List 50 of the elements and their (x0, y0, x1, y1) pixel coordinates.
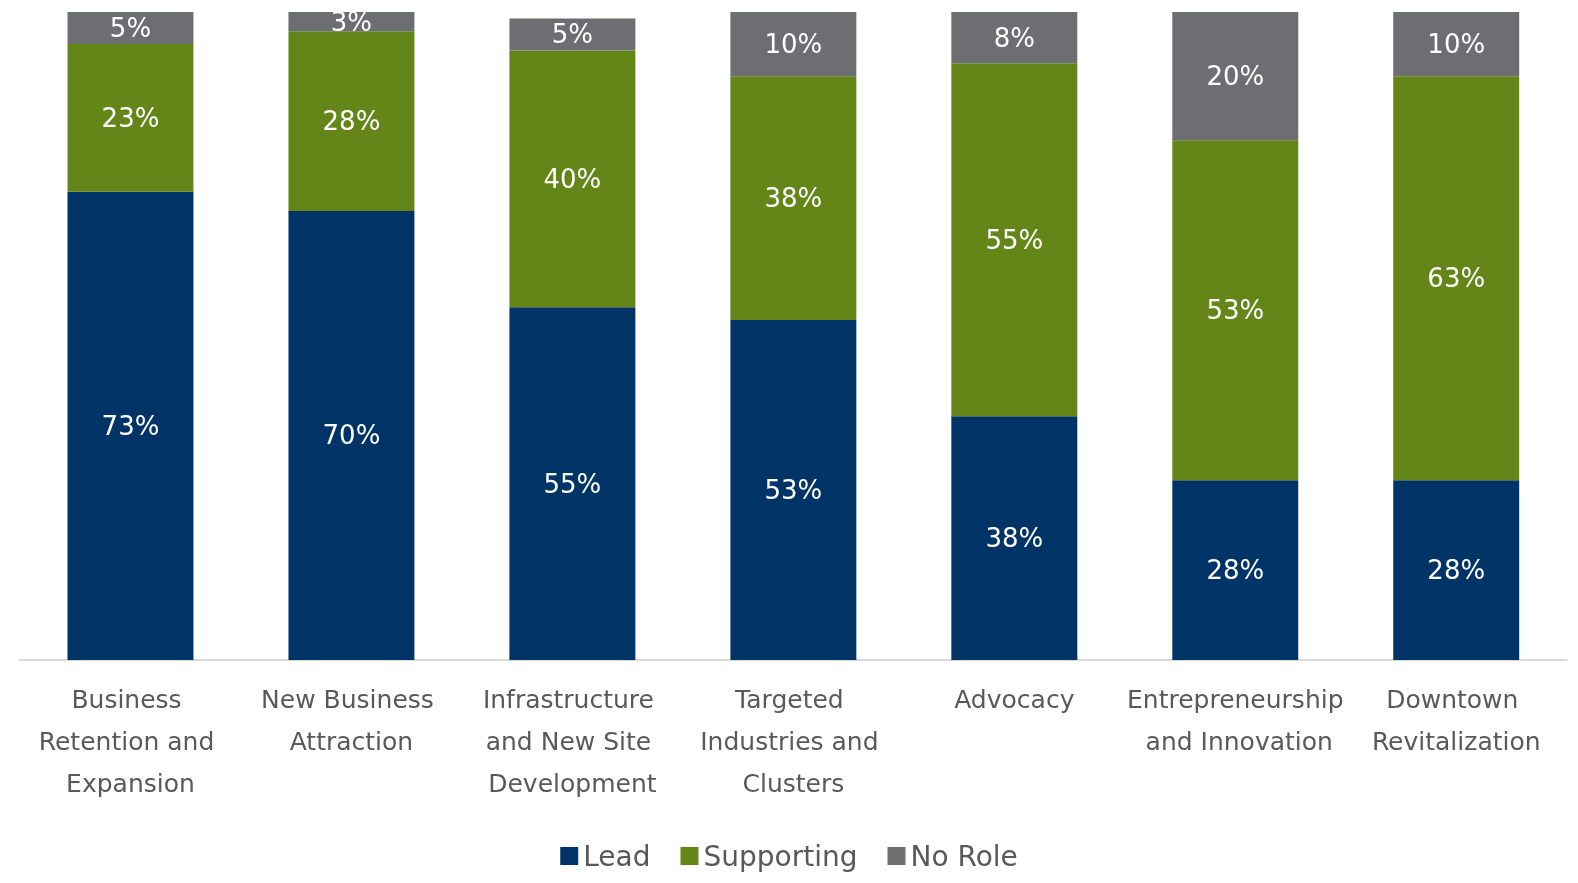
bar (951, 416, 1078, 660)
bar (67, 191, 194, 660)
data-label: 55% (985, 224, 1044, 255)
data-label: 28% (322, 106, 381, 137)
data-label: 5% (109, 13, 152, 44)
x-tick-label: Downtown Revitalization (1371, 684, 1541, 756)
bar (1393, 480, 1520, 660)
data-label: 28% (1427, 555, 1486, 586)
legend-label: Lead (583, 839, 651, 873)
bar (951, 12, 1078, 64)
bar (730, 12, 857, 77)
bar (1172, 12, 1299, 141)
data-label: 23% (101, 102, 160, 133)
bar (67, 44, 194, 192)
data-label: 63% (1427, 263, 1486, 294)
bar (288, 210, 415, 660)
bar (509, 50, 636, 308)
data-label: 5% (551, 19, 594, 50)
bar (67, 12, 194, 45)
data-label: 38% (764, 183, 823, 214)
data-label: 73% (101, 410, 160, 441)
bar (1172, 480, 1299, 660)
x-tick-label: Business Retention and Expansion (38, 684, 223, 798)
bar (730, 76, 857, 320)
data-label: 53% (764, 474, 823, 505)
bar (1172, 140, 1299, 481)
bar (509, 18, 636, 51)
data-label: 55% (543, 468, 602, 499)
legend-label: Supporting (703, 839, 858, 873)
data-label: 20% (1206, 61, 1265, 92)
data-label: 10% (764, 29, 823, 60)
bar (509, 307, 636, 660)
x-tick-label: Targeted Industries and Clusters (700, 684, 887, 798)
data-label: 38% (985, 523, 1044, 554)
bar (730, 319, 857, 660)
bar (288, 31, 415, 211)
bar (1393, 12, 1520, 77)
data-label: 8% (993, 22, 1035, 53)
x-tick-label: Infrastructure and New Site Development (482, 684, 662, 798)
x-tick-label: Advocacy (954, 684, 1075, 714)
data-label: 10% (1427, 29, 1486, 60)
bar (1393, 76, 1520, 481)
legend-label: No Role (910, 839, 1018, 873)
data-label: 40% (543, 163, 602, 194)
bar (951, 63, 1078, 417)
data-label: 70% (322, 420, 381, 451)
data-label: 28% (1206, 555, 1265, 586)
x-tick-label: New Business Attraction (261, 684, 442, 756)
data-label: 53% (1206, 295, 1265, 326)
x-tick-label: Entrepreneurship and Innovation (1126, 684, 1344, 756)
